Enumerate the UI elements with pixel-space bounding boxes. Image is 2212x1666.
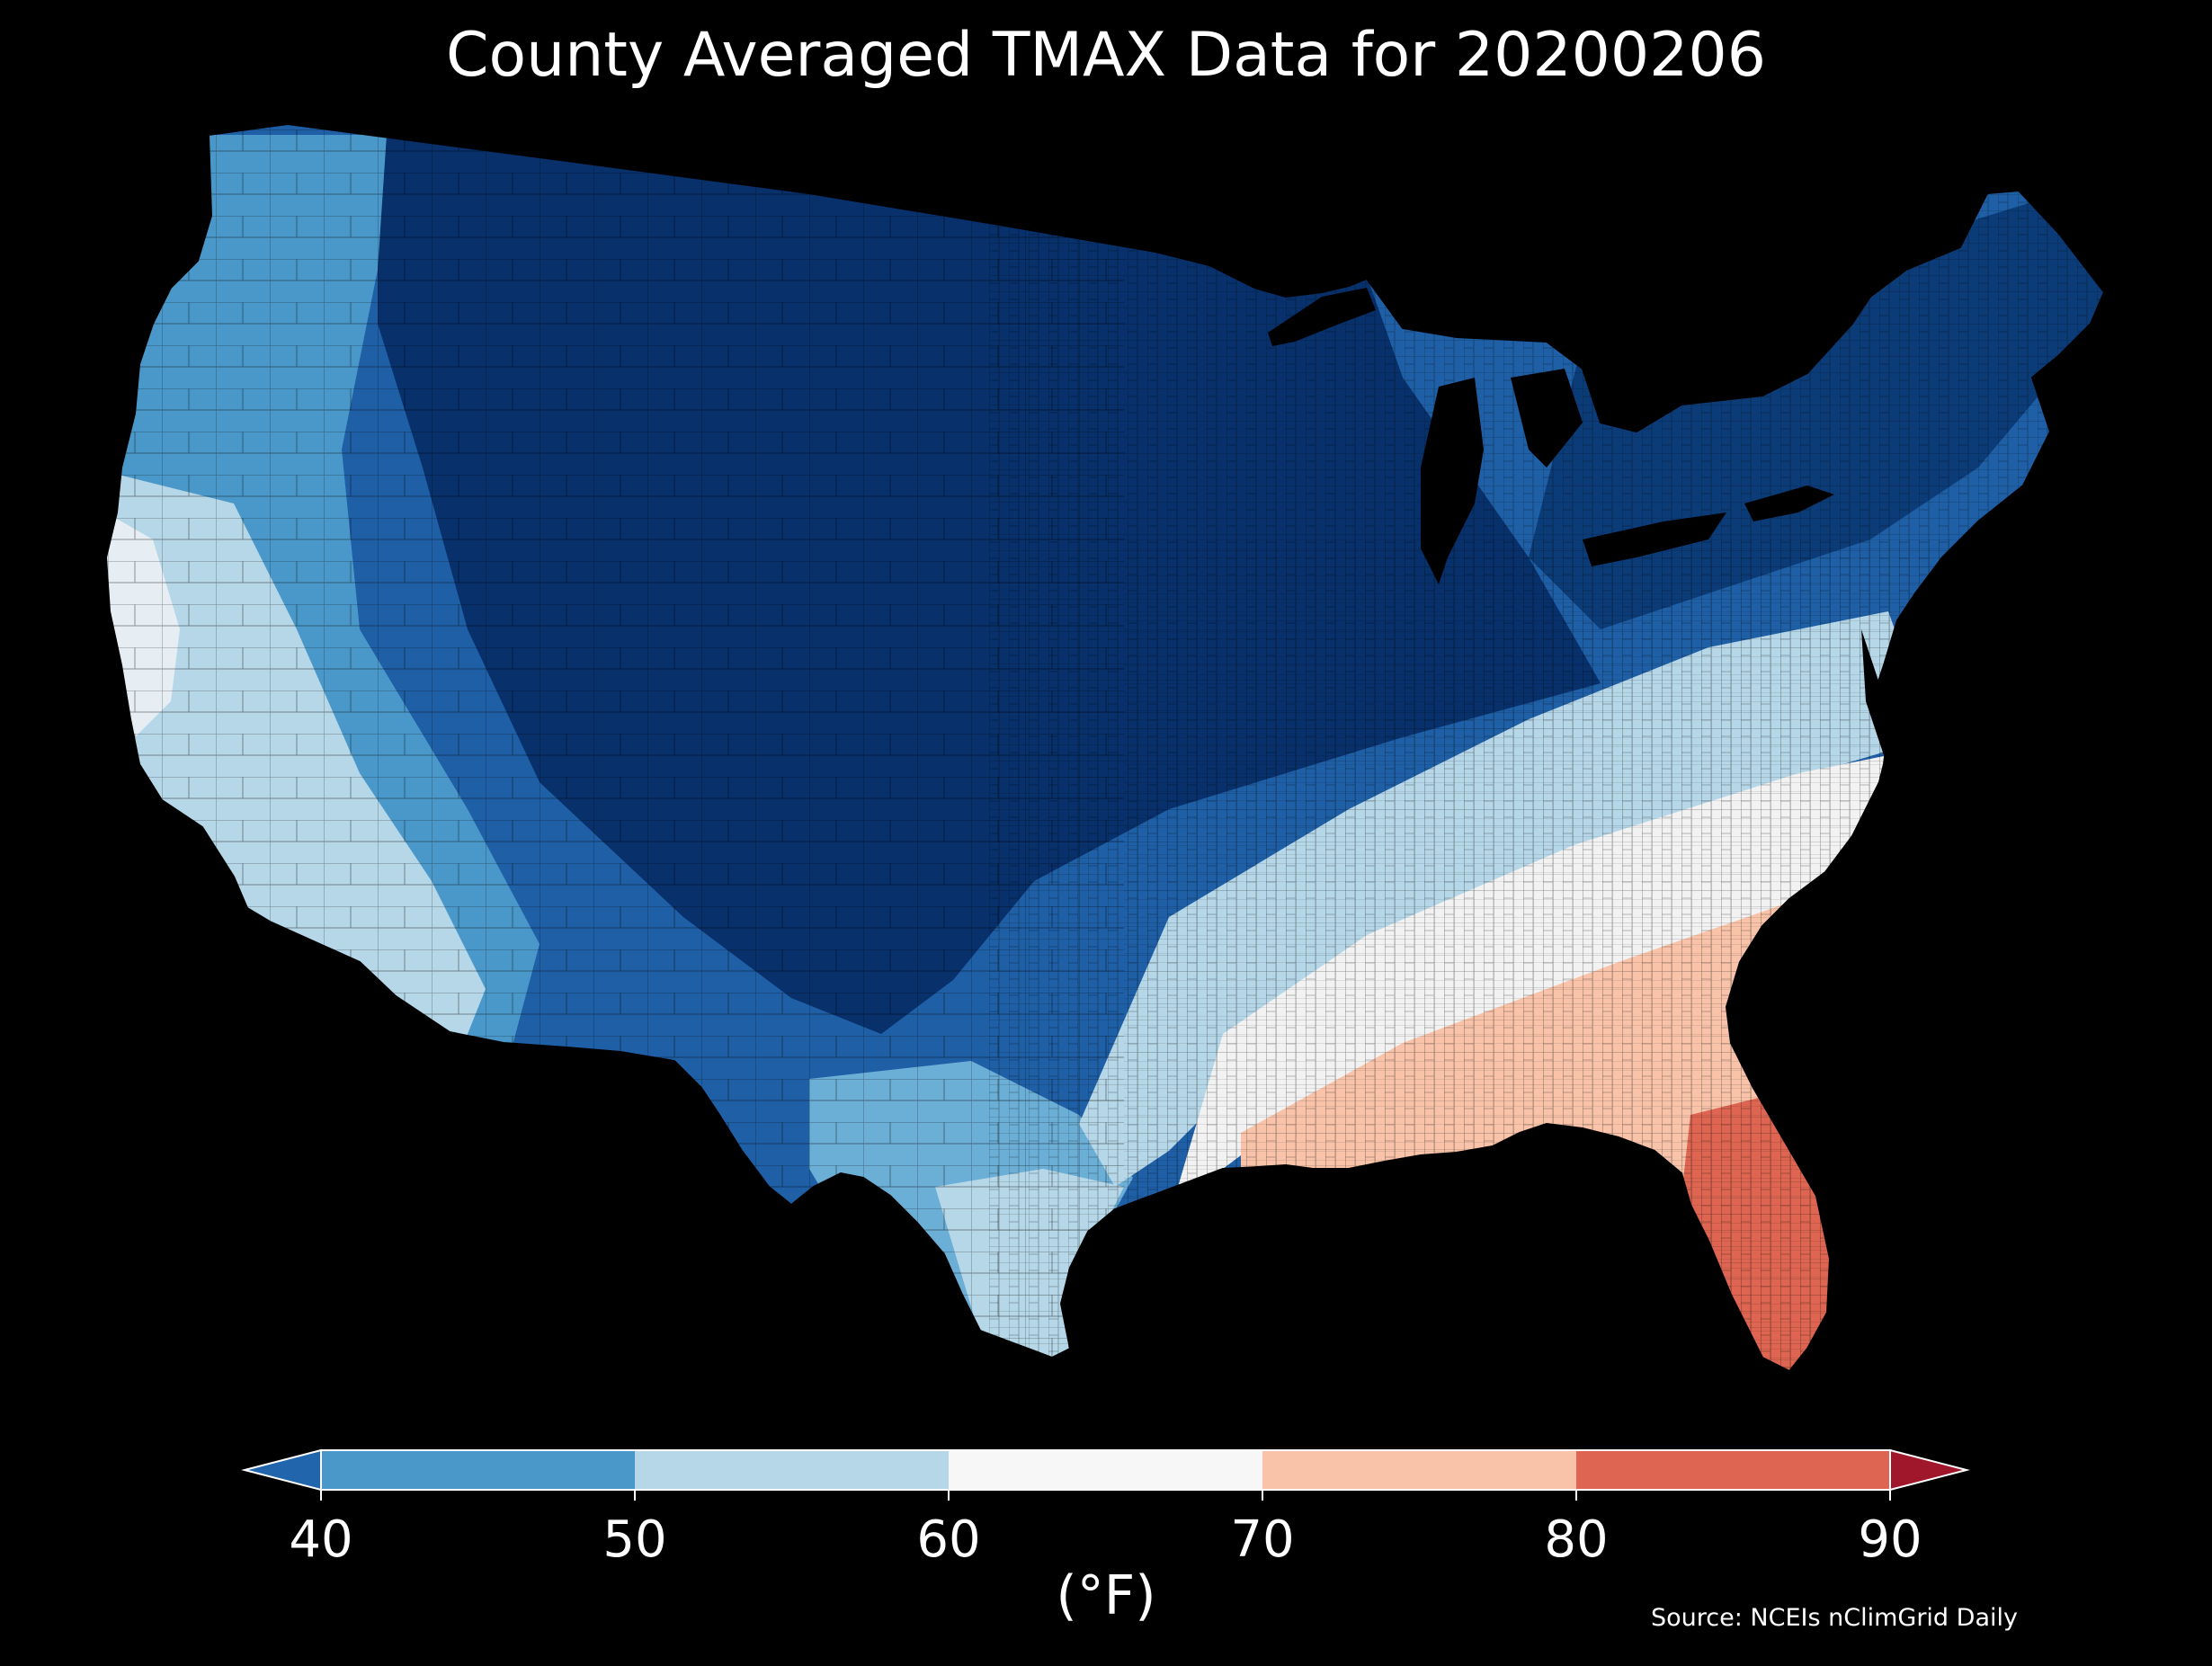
colorbar-bin-80-90 — [1576, 1450, 1890, 1490]
colorbar-bin-70-80 — [1262, 1450, 1576, 1490]
great-lakes — [1268, 288, 1897, 755]
colorbar-tick-label: 50 — [602, 1510, 666, 1569]
colorbar-outline — [320, 1449, 1891, 1491]
source-credit: Source: NCEIs nClimGrid Daily — [1651, 1604, 2018, 1632]
colorbar-tick-label: 90 — [1858, 1510, 1922, 1569]
colorbar-tick-label: 70 — [1230, 1510, 1294, 1569]
colorbar-bin-40-50 — [321, 1450, 635, 1490]
map-title: County Averaged TMAX Data for 20200206 — [446, 20, 1766, 91]
colorbar-extend-low — [241, 1448, 322, 1492]
colorbar-tick-label: 40 — [289, 1510, 352, 1569]
colorbar-extend-high — [1889, 1448, 1970, 1492]
colorbar-bin-60-70 — [949, 1450, 1262, 1490]
colorbar-unit-label: (°F) — [1056, 1564, 1156, 1627]
colorbar-bin-50-60 — [635, 1450, 949, 1490]
colorbar-tick-label: 60 — [916, 1510, 980, 1569]
colorbar-tick-label: 80 — [1544, 1510, 1608, 1569]
